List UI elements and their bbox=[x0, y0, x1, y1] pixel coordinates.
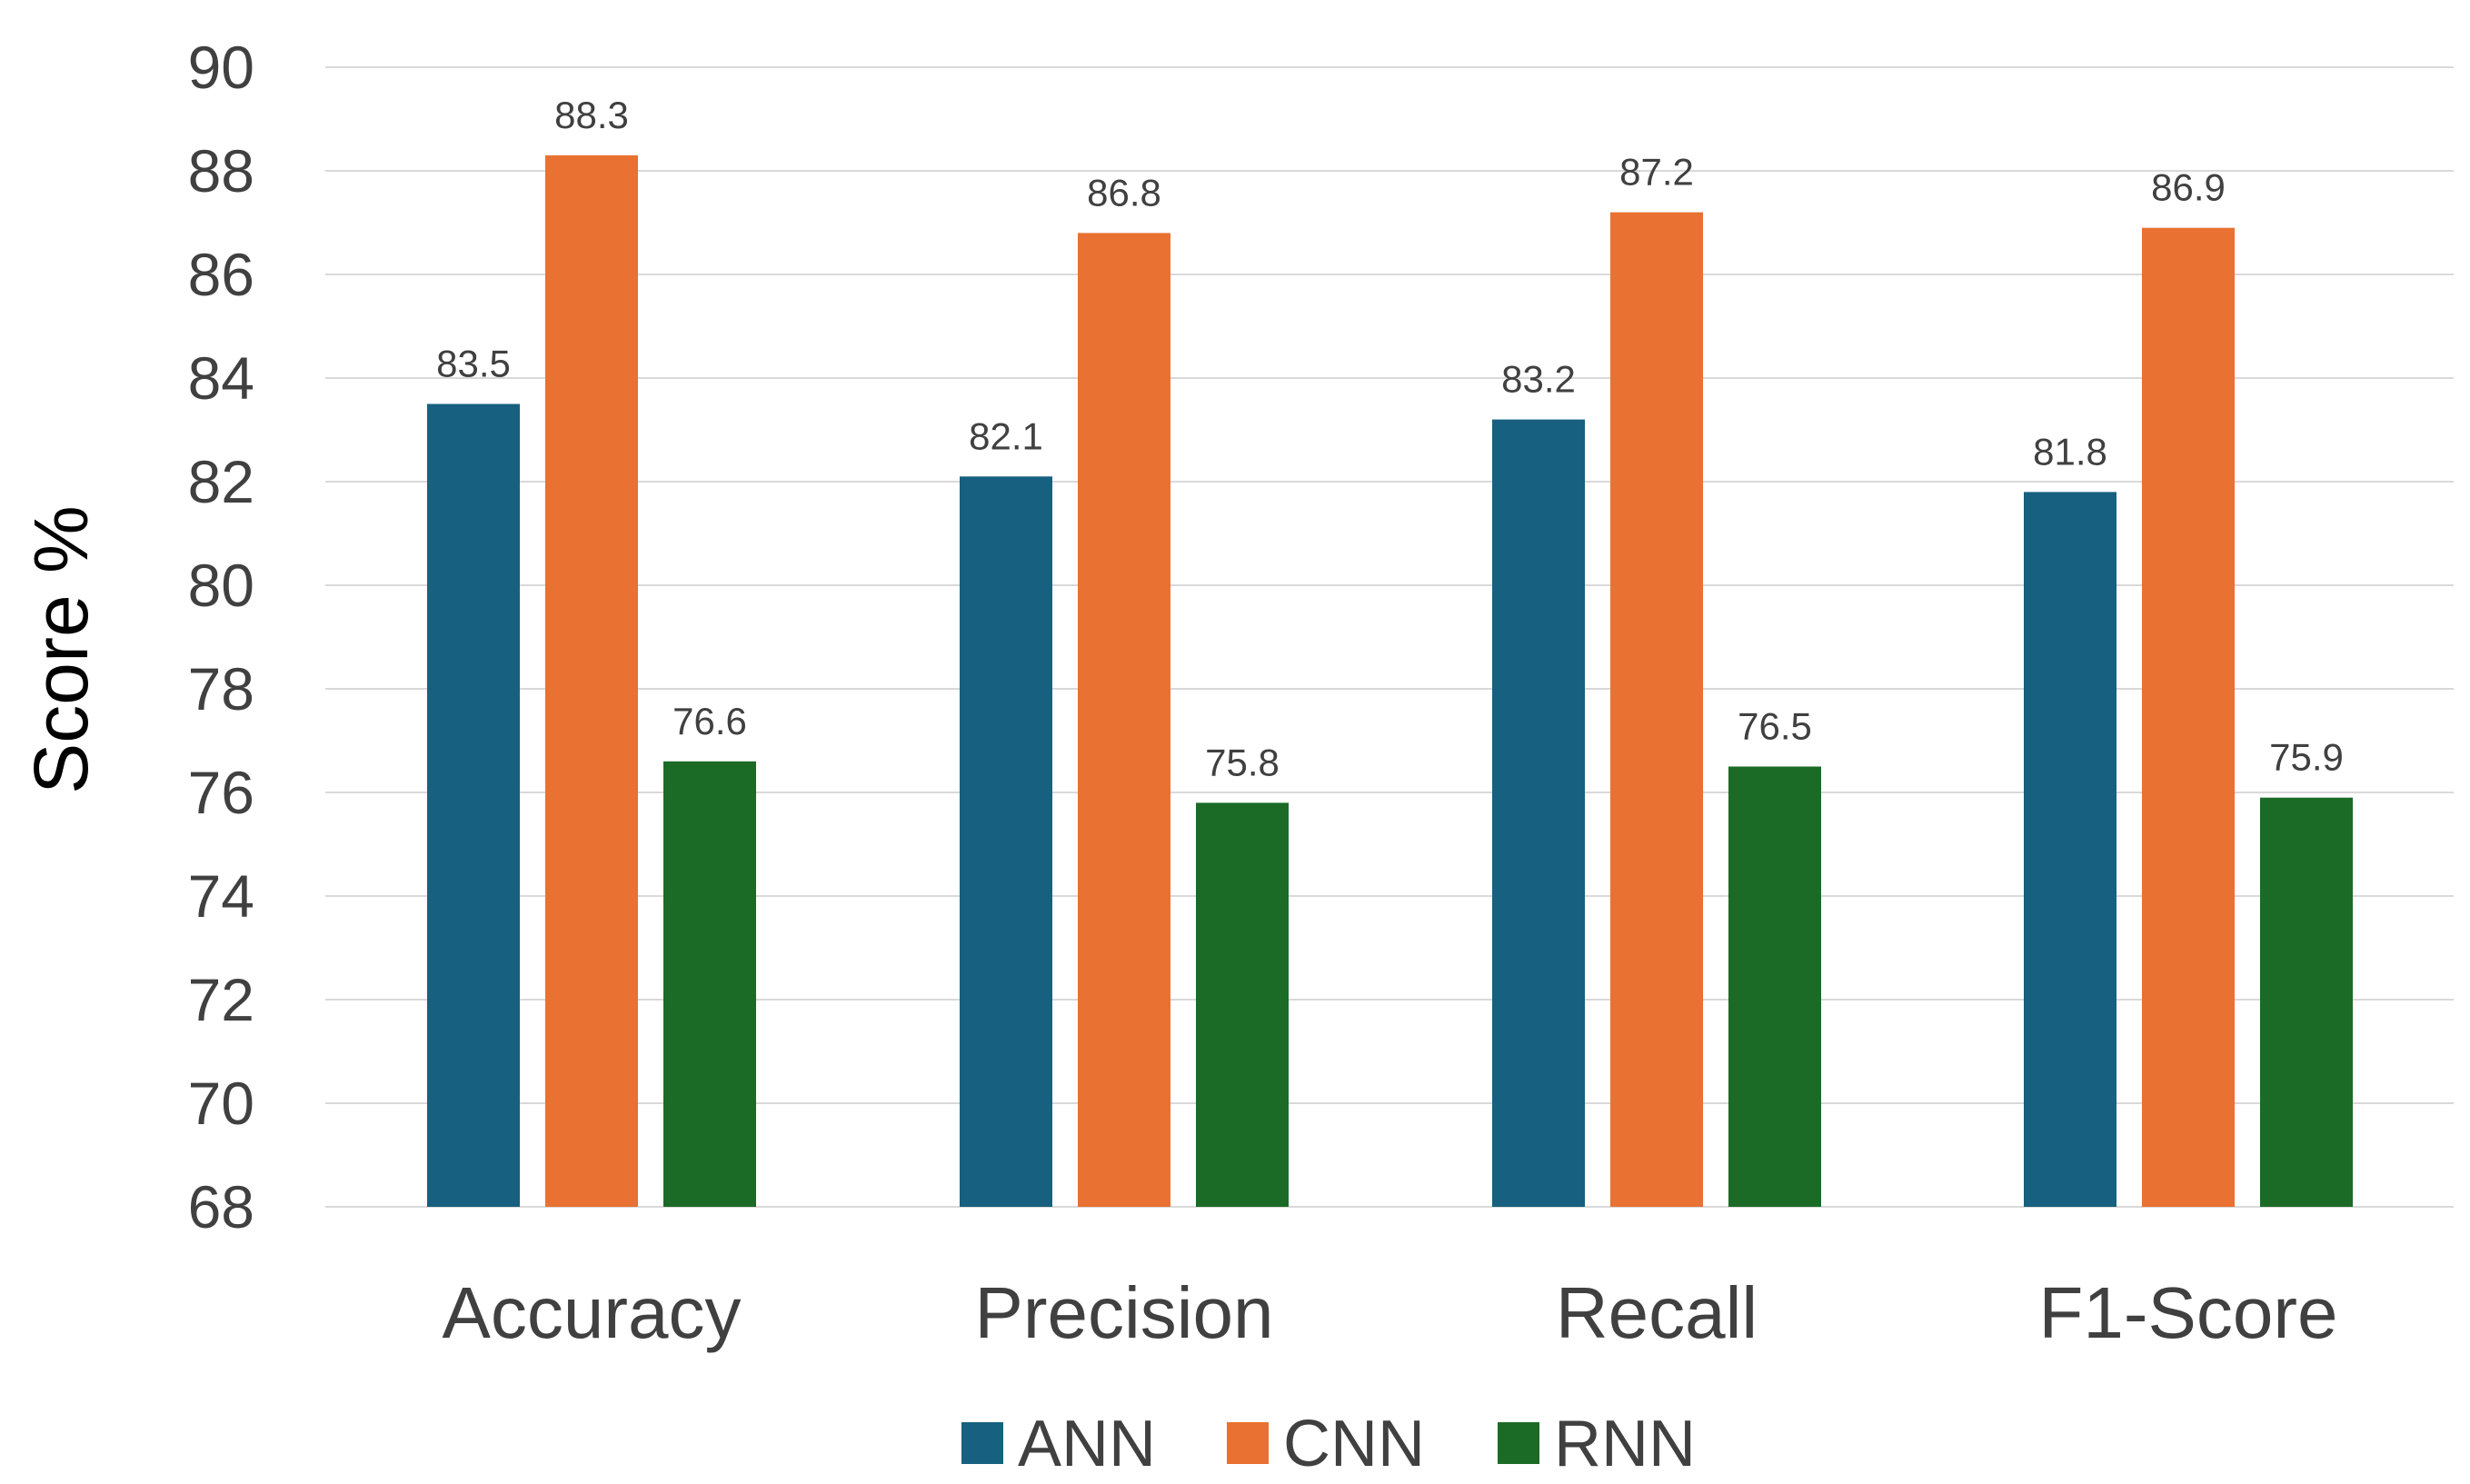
bar-cnn-recall bbox=[1610, 212, 1703, 1208]
data-label-rnn-recall: 76.5 bbox=[1738, 705, 1812, 748]
data-label-ann-f1-score: 81.8 bbox=[2033, 430, 2107, 473]
y-tick-label: 88 bbox=[188, 137, 254, 204]
data-label-rnn-accuracy: 76.6 bbox=[672, 700, 747, 742]
x-category-label: Precision bbox=[974, 1272, 1273, 1353]
data-label-rnn-precision: 75.8 bbox=[1205, 741, 1280, 783]
data-label-ann-recall: 83.2 bbox=[1501, 358, 1576, 401]
y-tick-label: 70 bbox=[188, 1070, 254, 1137]
legend-swatch-rnn bbox=[1498, 1422, 1539, 1464]
legend-swatch-ann bbox=[961, 1422, 1003, 1464]
gridlines bbox=[325, 66, 2454, 1208]
y-tick-label: 86 bbox=[188, 241, 254, 308]
y-tick-label: 76 bbox=[188, 759, 254, 826]
legend: ANN CNN RNN bbox=[961, 1408, 1696, 1480]
data-label-cnn-precision: 86.8 bbox=[1087, 171, 1161, 214]
y-tick-label: 84 bbox=[188, 344, 254, 412]
y-tick-label: 74 bbox=[188, 862, 254, 930]
y-tick-label: 90 bbox=[188, 34, 254, 101]
bar-rnn-f1-score bbox=[2260, 797, 2353, 1207]
x-category-label: Recall bbox=[1556, 1272, 1758, 1353]
y-tick-label: 68 bbox=[188, 1173, 254, 1240]
bar-rnn-precision bbox=[1196, 802, 1289, 1207]
bar-ann-accuracy bbox=[427, 403, 520, 1207]
bar-cnn-f1-score bbox=[2142, 227, 2235, 1208]
y-tick-label: 78 bbox=[188, 655, 254, 722]
y-axis-ticks: 68 70 72 74 76 78 80 82 84 86 88 90 bbox=[188, 34, 254, 1240]
bar-ann-f1-score bbox=[2024, 492, 2116, 1207]
x-axis-categories: Accuracy Precision Recall F1-Score bbox=[443, 1272, 2338, 1353]
bar-rnn-recall bbox=[1728, 766, 1821, 1207]
legend-label-ann: ANN bbox=[1018, 1408, 1156, 1480]
y-tick-label: 80 bbox=[188, 552, 254, 619]
bar-cnn-accuracy bbox=[545, 154, 638, 1207]
bar-ann-precision bbox=[960, 476, 1052, 1207]
y-tick-label: 72 bbox=[188, 966, 254, 1033]
bar-ann-recall bbox=[1492, 419, 1585, 1208]
data-label-cnn-accuracy: 88.3 bbox=[554, 94, 629, 136]
legend-label-rnn: RNN bbox=[1554, 1408, 1696, 1480]
x-category-label: Accuracy bbox=[443, 1272, 742, 1353]
y-axis-title: Score % bbox=[18, 505, 104, 793]
bars bbox=[427, 154, 2353, 1208]
bar-cnn-precision bbox=[1078, 233, 1170, 1207]
data-label-rnn-f1-score: 75.9 bbox=[2269, 736, 2344, 779]
y-tick-label: 82 bbox=[188, 448, 254, 515]
bar-rnn-accuracy bbox=[663, 761, 756, 1207]
data-labels: 83.5 88.3 76.6 82.1 86.8 75.8 83.2 87.2 76.5 81.8… bbox=[436, 94, 2344, 784]
data-label-ann-precision: 82.1 bbox=[969, 414, 1043, 457]
legend-swatch-cnn bbox=[1227, 1422, 1269, 1464]
x-category-label: F1-Score bbox=[2039, 1272, 2338, 1353]
data-label-cnn-recall: 87.2 bbox=[1619, 151, 1694, 194]
data-label-ann-accuracy: 83.5 bbox=[436, 343, 511, 385]
legend-label-cnn: CNN bbox=[1283, 1408, 1425, 1480]
data-label-cnn-f1-score: 86.9 bbox=[2151, 166, 2226, 209]
